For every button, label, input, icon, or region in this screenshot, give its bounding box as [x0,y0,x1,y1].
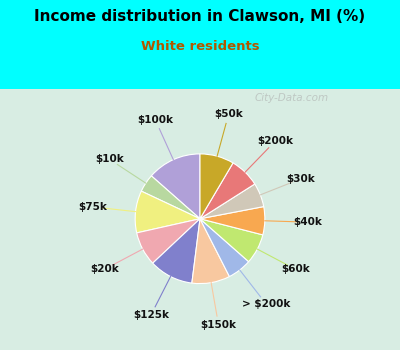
Text: > $200k: > $200k [242,299,290,309]
Wedge shape [200,154,233,219]
Wedge shape [151,154,200,219]
Text: $60k: $60k [281,264,310,274]
Text: White residents: White residents [141,40,259,53]
Text: Income distribution in Clawson, MI (%): Income distribution in Clawson, MI (%) [34,9,366,24]
Text: $125k: $125k [133,310,169,320]
Wedge shape [135,191,200,233]
Wedge shape [200,206,265,235]
Text: $100k: $100k [138,115,174,125]
Text: $75k: $75k [78,202,107,212]
Wedge shape [200,219,263,262]
Wedge shape [153,219,200,283]
Text: $200k: $200k [257,136,293,146]
Wedge shape [200,184,264,219]
Wedge shape [137,219,200,263]
Text: City-Data.com: City-Data.com [255,93,329,103]
Text: $150k: $150k [200,320,236,330]
Wedge shape [141,176,200,219]
Text: $40k: $40k [294,217,322,227]
Text: $30k: $30k [286,174,315,184]
Wedge shape [200,219,249,276]
Text: $50k: $50k [214,110,243,119]
Wedge shape [192,219,230,284]
Text: $10k: $10k [95,154,124,164]
Wedge shape [200,163,255,219]
Text: $20k: $20k [90,264,119,274]
